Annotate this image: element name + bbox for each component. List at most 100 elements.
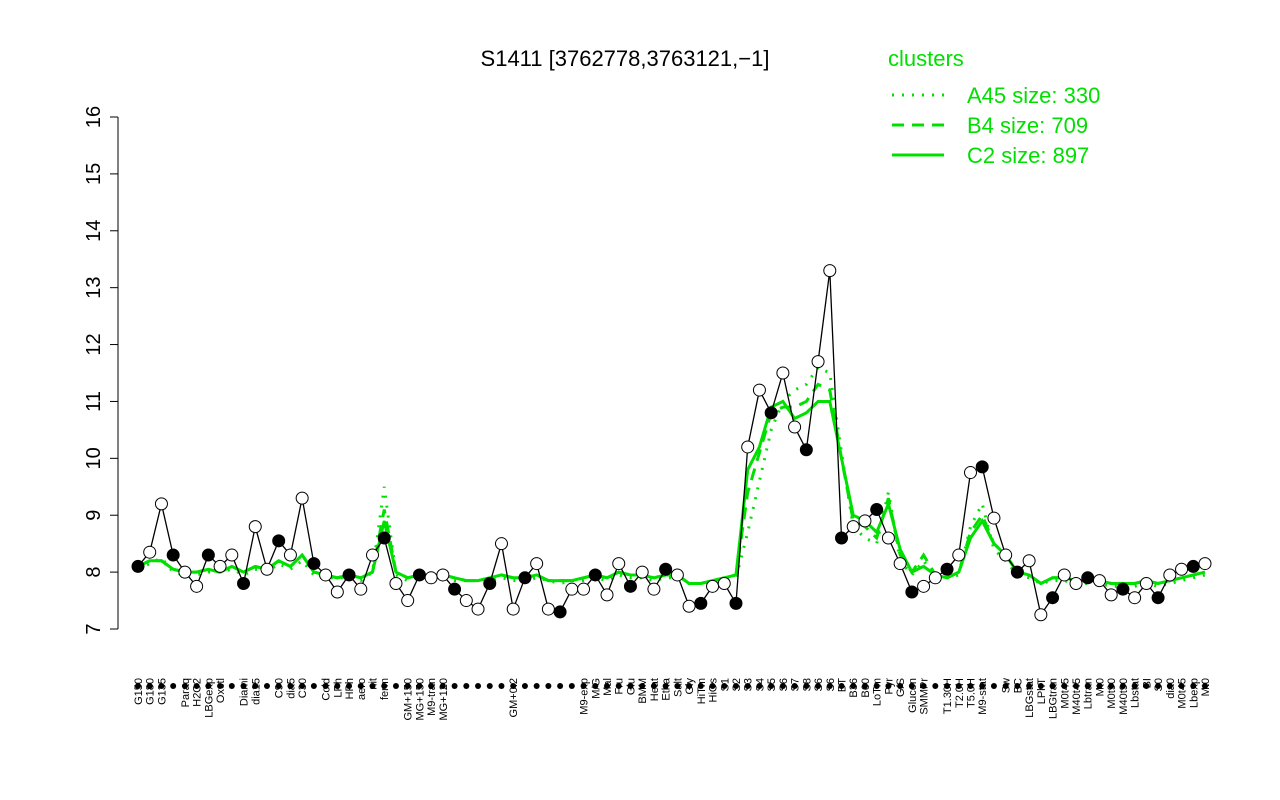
category-dot [310, 683, 317, 689]
point [1198, 557, 1212, 571]
point [1116, 582, 1130, 596]
category-dot [322, 683, 329, 689]
category-dot [885, 683, 892, 689]
category-dot [639, 683, 646, 689]
x-tick-label: S1 [719, 678, 731, 691]
point [788, 420, 802, 434]
category-dot [357, 683, 364, 689]
point [940, 562, 954, 576]
point [237, 576, 251, 590]
point [905, 585, 919, 599]
x-tick-label: M0t90 [1106, 678, 1118, 709]
category-dot [791, 683, 798, 689]
point [1069, 576, 1083, 590]
point [835, 531, 849, 545]
x-tick-label: LBGtran [1048, 678, 1060, 719]
x-tick-label: GM+150 [403, 678, 415, 721]
x-tick-label: T5.0H [965, 678, 977, 708]
point [225, 548, 239, 562]
x-tick-label: Paraq [180, 678, 192, 707]
point [752, 383, 766, 397]
category-dot [826, 683, 833, 689]
x-tick-label: S3 [743, 678, 755, 691]
x-tick-label: Gly [684, 678, 696, 695]
point [682, 599, 696, 613]
point [928, 571, 942, 585]
x-tick-label: Lbtran [1083, 678, 1095, 709]
x-tick-label: Sw [1001, 678, 1013, 693]
x-tick-label: aero [356, 678, 368, 700]
category-dot [932, 683, 939, 689]
point [635, 565, 649, 579]
point [799, 443, 813, 457]
point [565, 582, 579, 596]
category-dot [181, 683, 188, 689]
point [999, 548, 1013, 562]
category-dot [697, 683, 704, 689]
point [917, 579, 931, 593]
category-dot [263, 683, 270, 689]
category-dot [1014, 683, 1021, 689]
category-dot [920, 683, 927, 689]
x-tick-label: BC [1012, 678, 1024, 693]
point [518, 571, 532, 585]
legend-label: B4 size: 709 [967, 113, 1088, 138]
point [1186, 559, 1200, 573]
point [541, 602, 555, 616]
x-tick-label: M40t45 [1071, 678, 1083, 715]
category-dot [240, 683, 247, 689]
x-tick-label: M/G [590, 678, 602, 699]
x-tick-label: M40t90 [1118, 678, 1130, 715]
category-dot [662, 683, 669, 689]
point [764, 406, 778, 420]
x-tick-label: Fru [614, 678, 626, 695]
category-dot [592, 683, 599, 689]
point [706, 579, 720, 593]
category-dot [252, 683, 259, 689]
point [459, 594, 473, 608]
category-dot [193, 683, 200, 689]
x-tick-label: S2 [731, 678, 743, 691]
x-tick-label: MG+150 [414, 678, 426, 721]
x-tick-label: C90 [274, 678, 286, 698]
point [1034, 608, 1048, 622]
point [623, 579, 637, 593]
point [213, 559, 227, 573]
x-tick-label: BMM [637, 678, 649, 704]
category-dot [369, 683, 376, 689]
x-tick-label: Oxctl [215, 678, 227, 703]
category-dot [709, 683, 716, 689]
point [975, 460, 989, 474]
x-tick-label: Lbexp [1188, 678, 1200, 708]
point [870, 503, 884, 517]
category-dot [1119, 683, 1126, 689]
point [1081, 571, 1095, 585]
category-dot [744, 683, 751, 689]
x-tick-label: Mt0 [1200, 678, 1212, 696]
point [553, 605, 567, 619]
x-tick-label: G/S [895, 678, 907, 697]
x-tick-label: ferm [379, 678, 391, 700]
point [1151, 591, 1165, 605]
x-tick-label: LPh [332, 678, 344, 698]
point [600, 588, 614, 602]
x-tick-label: dia5 [285, 678, 297, 699]
point [178, 565, 192, 579]
point [1104, 588, 1118, 602]
x-tick-label: Glucon [907, 678, 919, 713]
category-dot [486, 683, 493, 689]
x-tick-label: S0 [1153, 678, 1165, 691]
category-dot [1002, 683, 1009, 689]
x-tick-label: Salt [672, 678, 684, 697]
category-dot [979, 683, 986, 689]
x-tick-label: LBGstat [1024, 678, 1036, 718]
category-dot [170, 683, 177, 689]
category-dot [217, 683, 224, 689]
y-tick-label: 10 [83, 447, 105, 469]
point [471, 602, 485, 616]
category-dot [205, 683, 212, 689]
category-dot [650, 683, 657, 689]
x-tick-label: M0t45 [1177, 678, 1189, 709]
category-dot [756, 683, 763, 689]
